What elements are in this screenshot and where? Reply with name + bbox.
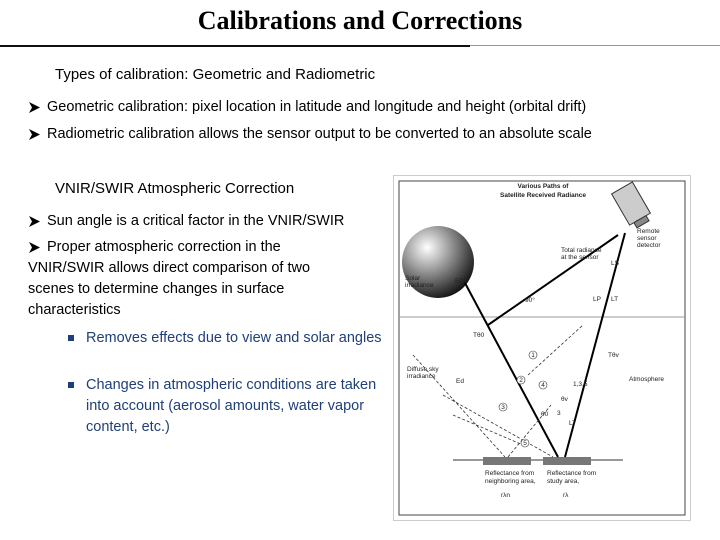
- path-markers: [498, 350, 548, 448]
- sub-bullet-text: Removes effects due to view and solar an…: [86, 330, 382, 346]
- figure-label: Tθ0: [473, 332, 485, 339]
- figure-label: Total radiance: [561, 247, 602, 254]
- figure-label: irradiance: [407, 373, 436, 380]
- title-rule: [470, 45, 720, 46]
- figure-label: study area,: [547, 478, 579, 485]
- bullet-text: Sun angle is a critical factor in the VN…: [47, 213, 345, 229]
- figure-label: Tθv: [608, 352, 620, 359]
- figure-label: Atmosphere: [629, 376, 664, 383]
- sun: [402, 226, 474, 298]
- bullet-arrow: [29, 216, 40, 227]
- bullet-arrow: [29, 242, 40, 253]
- path-number: 3: [501, 404, 505, 411]
- title-rule: [0, 45, 470, 47]
- bullet: Radiometric calibration allows the senso…: [28, 124, 720, 145]
- sensor: [610, 181, 652, 229]
- bullet-text: Radiometric calibration allows the senso…: [47, 126, 592, 142]
- figure-label: LS: [611, 260, 620, 267]
- path-number: 2: [519, 377, 523, 384]
- figure-label: Reflectance from: [547, 470, 596, 477]
- figure-label: Reflectance from: [485, 470, 534, 477]
- figure: Various Paths of Satellite Received Radi…: [393, 175, 691, 521]
- path-number: 4: [541, 382, 545, 389]
- study-area: [543, 457, 591, 465]
- figure-label: neighboring area,: [485, 478, 536, 485]
- path-number: 5: [523, 440, 527, 447]
- sub-bullet: Removes effects due to view and solar an…: [64, 328, 386, 349]
- path-number: 1: [531, 352, 535, 359]
- figure-label: Ed: [456, 378, 464, 385]
- bullet: Sun angle is a critical factor in the VN…: [28, 211, 407, 232]
- bullet-text: Proper atmospheric correction in the VNI…: [28, 239, 311, 318]
- section-heading: VNIR/SWIR Atmospheric Correction: [55, 180, 295, 197]
- figure-label: 3: [557, 410, 561, 417]
- figure-label: LP: [593, 296, 601, 303]
- figure-border: [398, 180, 686, 516]
- figure-label: Remote: [637, 228, 660, 235]
- figure-label: rλ: [563, 492, 569, 499]
- figure-label: sensor: [637, 235, 657, 242]
- sub-bullet-marker: [68, 335, 74, 341]
- figure-title: Various Paths of: [518, 183, 570, 190]
- figure-label: at the sensor: [561, 254, 599, 261]
- section-heading: Types of calibration: Geometric and Radi…: [55, 66, 376, 83]
- bullet-text: Geometric calibration: pixel location in…: [47, 99, 587, 115]
- bullet-arrow: [29, 102, 40, 113]
- figure-label: LT: [611, 296, 618, 303]
- figure-label: Solar: [405, 275, 421, 282]
- figure-label: detector: [637, 242, 661, 249]
- figure-label: irradiance: [405, 282, 434, 289]
- figure-label: 1,3,5: [573, 381, 588, 388]
- slide-title: Calibrations and Corrections: [197, 6, 523, 35]
- bullet: Geometric calibration: pixel location in…: [28, 97, 720, 118]
- figure-label: rλn: [501, 492, 510, 499]
- figure-label: E0: [455, 278, 463, 285]
- figure-title: Satellite Received Radiance: [500, 192, 586, 199]
- sub-bullet: Changes in atmospheric conditions are ta…: [64, 375, 386, 438]
- figure-label: θv: [561, 396, 569, 403]
- figure-label: 90°: [525, 296, 535, 304]
- figure-label: Diffuse sky: [407, 366, 439, 373]
- neighbor-area: [483, 457, 531, 465]
- diffuse-rays: [412, 324, 584, 458]
- bullet: Proper atmospheric correction in the VNI…: [28, 237, 358, 321]
- figure-label: θ0: [541, 411, 549, 418]
- sub-bullet-marker: [68, 382, 74, 388]
- figure-label: LT: [569, 420, 576, 427]
- bullet-arrow: [29, 129, 40, 140]
- rays: [464, 232, 626, 458]
- sub-bullet-text: Changes in atmospheric conditions are ta…: [86, 377, 377, 435]
